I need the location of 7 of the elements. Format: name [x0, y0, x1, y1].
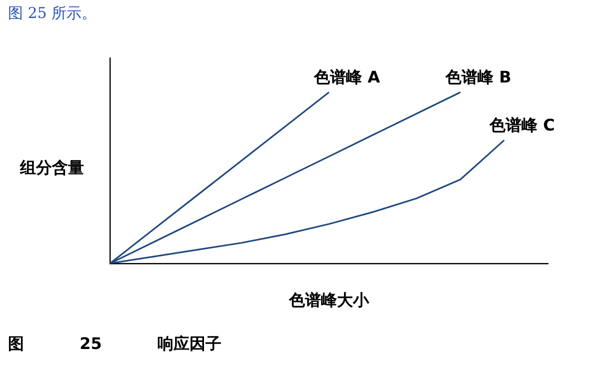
series-label: 色谱峰 B — [444, 67, 512, 86]
y-axis-title: 组分含量 — [19, 158, 84, 177]
caption: 图 25 响应因子 — [8, 334, 222, 355]
x-axis-title: 色谱峰大小 — [288, 290, 370, 310]
caption: 图 25 所示。 — [8, 4, 97, 23]
series-label: 色谱峰 C — [488, 115, 555, 134]
series-label: 色谱峰 A — [313, 67, 381, 86]
